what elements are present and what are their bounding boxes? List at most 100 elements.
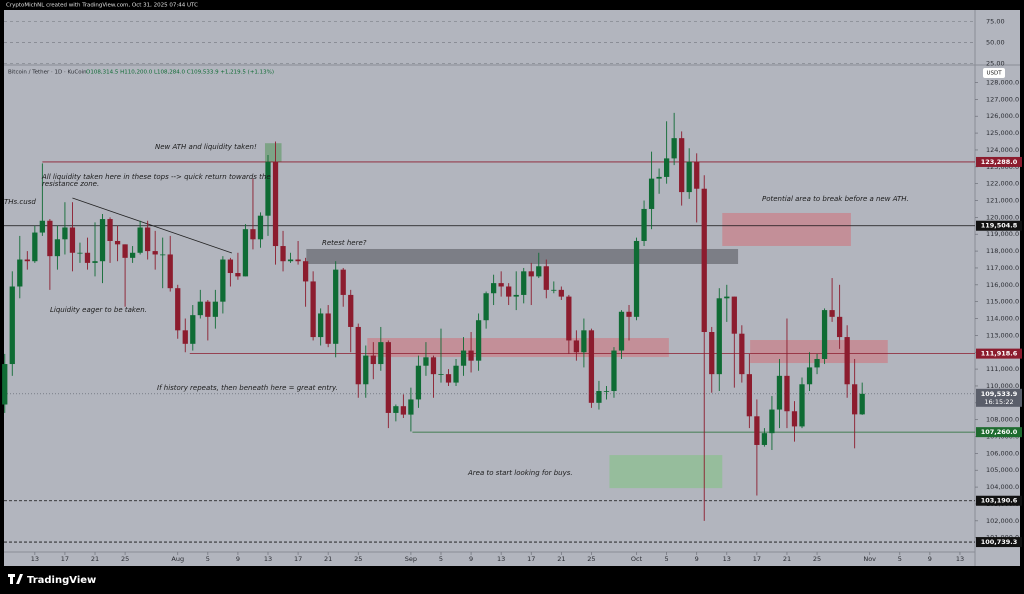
- annotation: If history repeats, then beneath here = …: [157, 384, 338, 392]
- x-tick-label: 13: [264, 555, 272, 563]
- candle-body: [302, 261, 309, 282]
- candle-body: [295, 259, 301, 262]
- x-tick-label: 13: [723, 555, 731, 563]
- y-tick-label: 121,000.0: [986, 197, 1019, 205]
- candle-body: [784, 375, 790, 412]
- annotation: Retest here?: [322, 239, 367, 247]
- candle-body: [122, 244, 128, 258]
- candle-body: [566, 296, 572, 341]
- x-tick-label: 13: [956, 555, 964, 563]
- candle-body: [333, 269, 339, 344]
- x-tick-label: Oct: [631, 555, 643, 563]
- candle-body: [39, 220, 45, 233]
- candle-body: [588, 330, 595, 403]
- ohlc: O108,314.5 H110,200.0 L108,284.0 C109,53…: [86, 70, 274, 76]
- annotation: All liquidity taken here in these tops -…: [41, 173, 271, 181]
- x-tick-label: 21: [91, 555, 99, 563]
- candle-body: [475, 320, 482, 361]
- candle-body: [739, 333, 745, 375]
- candle-body: [746, 374, 752, 417]
- x-tick-label: 9: [469, 555, 473, 563]
- candle-body: [438, 374, 444, 375]
- annotation: New ATH and liquidity taken!: [155, 143, 257, 151]
- candle-body: [799, 384, 805, 427]
- x-tick-label: 21: [557, 555, 565, 563]
- candle-body: [821, 310, 828, 359]
- candle-body: [175, 288, 181, 331]
- price-tag: [976, 220, 1022, 231]
- candle-body: [340, 269, 346, 295]
- y-tick-label: 102,000.0: [986, 517, 1019, 525]
- zone: [722, 212, 851, 246]
- price-tag-label: 111,918.6: [981, 350, 1018, 358]
- candle-body: [408, 399, 414, 415]
- candle-body: [348, 294, 354, 327]
- y-tick-label: 104,000.0: [986, 483, 1019, 491]
- y-tick-label: 114,000.0: [986, 315, 1019, 323]
- candle-body: [160, 254, 166, 256]
- candle-body: [603, 391, 610, 392]
- annotation: Liquidity eager to be taken.: [50, 306, 147, 314]
- candle-body: [310, 281, 316, 338]
- credit: CryptoMichNL created with TradingView.co…: [6, 3, 198, 9]
- x-tick-label: 5: [898, 555, 902, 563]
- candle-body: [129, 252, 136, 258]
- candle-body: [498, 283, 504, 287]
- candle-body: [506, 286, 512, 297]
- y-tick-label: 110,000.0: [986, 382, 1019, 390]
- candle-body: [536, 266, 542, 277]
- candle-body: [573, 340, 580, 353]
- candle-body: [528, 271, 534, 277]
- zone: [750, 340, 888, 364]
- candle-body: [84, 252, 91, 263]
- candle-body: [9, 286, 15, 365]
- price-tag: [976, 348, 1022, 359]
- candle-body: [280, 246, 286, 262]
- y-tick-label: 117,000.0: [986, 264, 1019, 272]
- candle-body: [2, 364, 8, 405]
- y-tick-label: 115,000.0: [986, 298, 1019, 306]
- x-tick-label: 17: [61, 555, 69, 563]
- price-tag: [976, 537, 1022, 548]
- price-tag-label: 100,739.3: [981, 538, 1018, 546]
- rsi-tick-label: 50.00: [986, 39, 1005, 47]
- x-tick-label: 5: [439, 555, 443, 563]
- candle-body: [415, 365, 422, 400]
- x-tick-label: 13: [497, 555, 505, 563]
- price-tag-label: 107,260.0: [981, 428, 1018, 436]
- y-tick-label: 122,000.0: [986, 180, 1019, 188]
- candle-body: [430, 357, 437, 375]
- candle-body: [596, 391, 602, 403]
- zone: [306, 248, 739, 264]
- candle-body: [445, 374, 452, 383]
- y-tick-label: 116,000.0: [986, 281, 1019, 289]
- candle-body: [393, 406, 399, 413]
- candle-body: [99, 219, 106, 262]
- candle-body: [852, 384, 858, 415]
- y-tick-label: 105,000.0: [986, 466, 1019, 474]
- candle-body: [190, 315, 196, 344]
- candle-body: [265, 161, 271, 216]
- candle-body: [641, 208, 647, 241]
- y-tick-label: 125,000.0: [986, 129, 1019, 137]
- candle-body: [318, 313, 324, 338]
- candle-body: [468, 350, 474, 361]
- x-tick-label: 5: [206, 555, 210, 563]
- price-tag: [976, 427, 1022, 438]
- y-tick-label: 108,000.0: [986, 416, 1019, 424]
- candle-body: [483, 293, 489, 321]
- candle-body: [32, 232, 38, 262]
- countdown: 16:15:22: [984, 398, 1013, 406]
- candle-body: [400, 406, 407, 415]
- candle-body: [54, 239, 61, 257]
- plot: 75.0050.0025.00101,000.0102,000.0103,000…: [2, 18, 1022, 563]
- x-tick-label: Sep: [405, 555, 417, 563]
- brand: TradingView: [27, 575, 96, 586]
- candle-body: [513, 294, 519, 297]
- annotation: Potential area to break before a new ATH…: [762, 195, 909, 203]
- candle-body: [551, 289, 557, 291]
- candle-body: [167, 254, 173, 289]
- annotation: Area to start looking for buys.: [467, 469, 573, 477]
- y-tick-label: 120,000.0: [986, 213, 1019, 221]
